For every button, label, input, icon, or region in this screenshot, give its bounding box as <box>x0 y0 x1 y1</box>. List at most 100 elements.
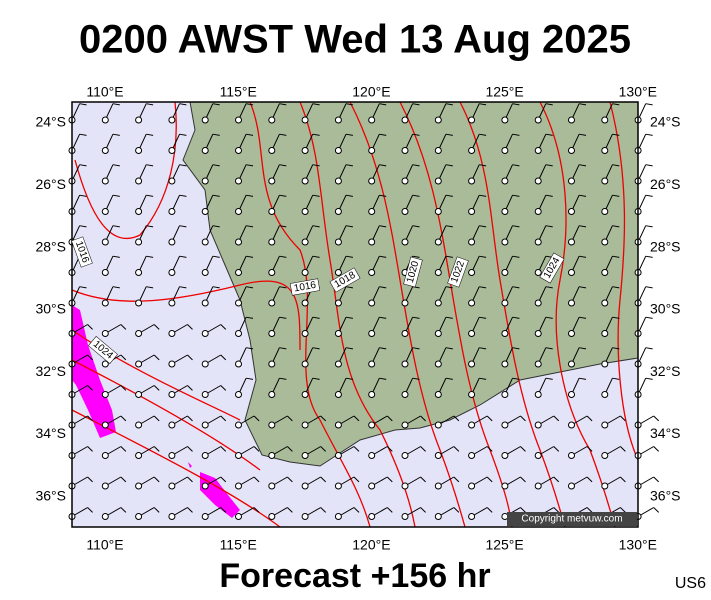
wind-barb <box>301 225 320 246</box>
wind-barb <box>168 255 187 276</box>
barb-station <box>201 147 209 154</box>
wind-barb <box>235 286 254 307</box>
barb-flag <box>386 476 393 483</box>
wind-barb <box>135 385 160 398</box>
barb-station <box>468 208 476 215</box>
barb-station <box>268 421 276 429</box>
barb-flag <box>579 255 587 258</box>
barb-flag <box>220 446 227 452</box>
barb-station <box>368 330 376 337</box>
wind-barb <box>135 164 154 185</box>
barb-station <box>334 177 342 185</box>
wind-barb <box>601 377 620 398</box>
barb-flag <box>512 286 520 289</box>
barb-flag <box>512 377 520 380</box>
barb-flag <box>586 507 593 513</box>
barb-flag <box>153 385 160 391</box>
wind-barb <box>601 103 620 124</box>
barb-flag <box>246 164 254 167</box>
barb-station <box>235 360 242 368</box>
wind-barb <box>368 347 387 368</box>
wind-barb <box>568 194 587 215</box>
barb-station <box>434 177 442 185</box>
barb-station <box>334 482 342 490</box>
barb-station <box>101 208 109 215</box>
barb-station <box>568 208 575 215</box>
wind-barb <box>468 446 493 459</box>
wind-barb <box>301 164 320 185</box>
barb-station <box>468 116 476 124</box>
barb-flag <box>179 103 187 106</box>
barb-flag <box>379 347 387 350</box>
barb-station <box>334 238 342 246</box>
barb-flag <box>612 255 620 258</box>
barb-flag <box>379 133 387 136</box>
barb-station <box>368 147 376 154</box>
barb-station <box>368 482 376 490</box>
barb-station <box>135 452 143 459</box>
wind-barb <box>568 316 587 337</box>
barb-flag <box>79 286 87 289</box>
barb-station <box>301 452 309 459</box>
wind-barb <box>101 507 127 520</box>
lat-label: 34°S <box>35 425 66 441</box>
barb-flag <box>579 194 587 197</box>
barb-station <box>168 391 176 398</box>
barb-flag <box>612 103 620 106</box>
barb-flag <box>345 347 353 350</box>
barb-station <box>101 482 109 490</box>
barb-station <box>101 177 109 185</box>
barb-station <box>368 391 376 398</box>
barb-station <box>301 360 309 368</box>
copyright-box <box>507 512 637 526</box>
barb-station <box>434 299 442 307</box>
wind-barb <box>201 385 227 398</box>
barb-flag <box>187 354 193 361</box>
barb-flag <box>545 286 553 289</box>
barb-flag <box>220 354 227 361</box>
wind-barb <box>568 446 593 459</box>
wind-barb <box>434 103 453 124</box>
barb-flag <box>187 476 193 483</box>
barb-flag <box>146 225 154 228</box>
barb-station <box>101 330 109 337</box>
barb-flag <box>120 476 127 483</box>
barb-station <box>301 147 309 154</box>
barb-flag <box>120 446 127 452</box>
barb-station <box>434 238 442 246</box>
barb-flag <box>645 377 653 380</box>
barb-flag <box>279 103 287 106</box>
barb-flag <box>279 286 287 289</box>
barb-station <box>434 147 442 154</box>
wind-barb <box>468 255 487 276</box>
barb-station <box>501 269 509 276</box>
barb-station <box>334 299 342 307</box>
wind-barb <box>334 347 353 368</box>
barb-flag <box>620 507 626 513</box>
barb-station <box>401 116 409 124</box>
barb-station <box>201 360 209 368</box>
wind-barb <box>401 103 420 124</box>
barb-flag <box>353 507 360 513</box>
barb-flag <box>246 347 254 350</box>
barb-flag <box>479 316 487 319</box>
barb-flag <box>512 164 520 167</box>
barb-flag <box>312 347 320 350</box>
wind-barb <box>168 476 193 490</box>
lon-label: 125°E <box>485 84 523 100</box>
barb-flag <box>445 377 453 380</box>
barb-flag <box>345 164 353 167</box>
barb-flag <box>312 133 320 136</box>
barb-flag <box>412 255 420 258</box>
barb-flag <box>287 415 293 422</box>
barb-flag <box>312 164 320 167</box>
wind-barb <box>301 255 320 276</box>
barb-flag <box>620 446 626 452</box>
wind-barb <box>301 133 320 154</box>
wind-barb <box>268 225 287 246</box>
barb-flag <box>512 347 520 350</box>
barb-flag <box>146 194 154 197</box>
barb-flag <box>653 446 660 452</box>
barb-flag <box>445 347 453 350</box>
